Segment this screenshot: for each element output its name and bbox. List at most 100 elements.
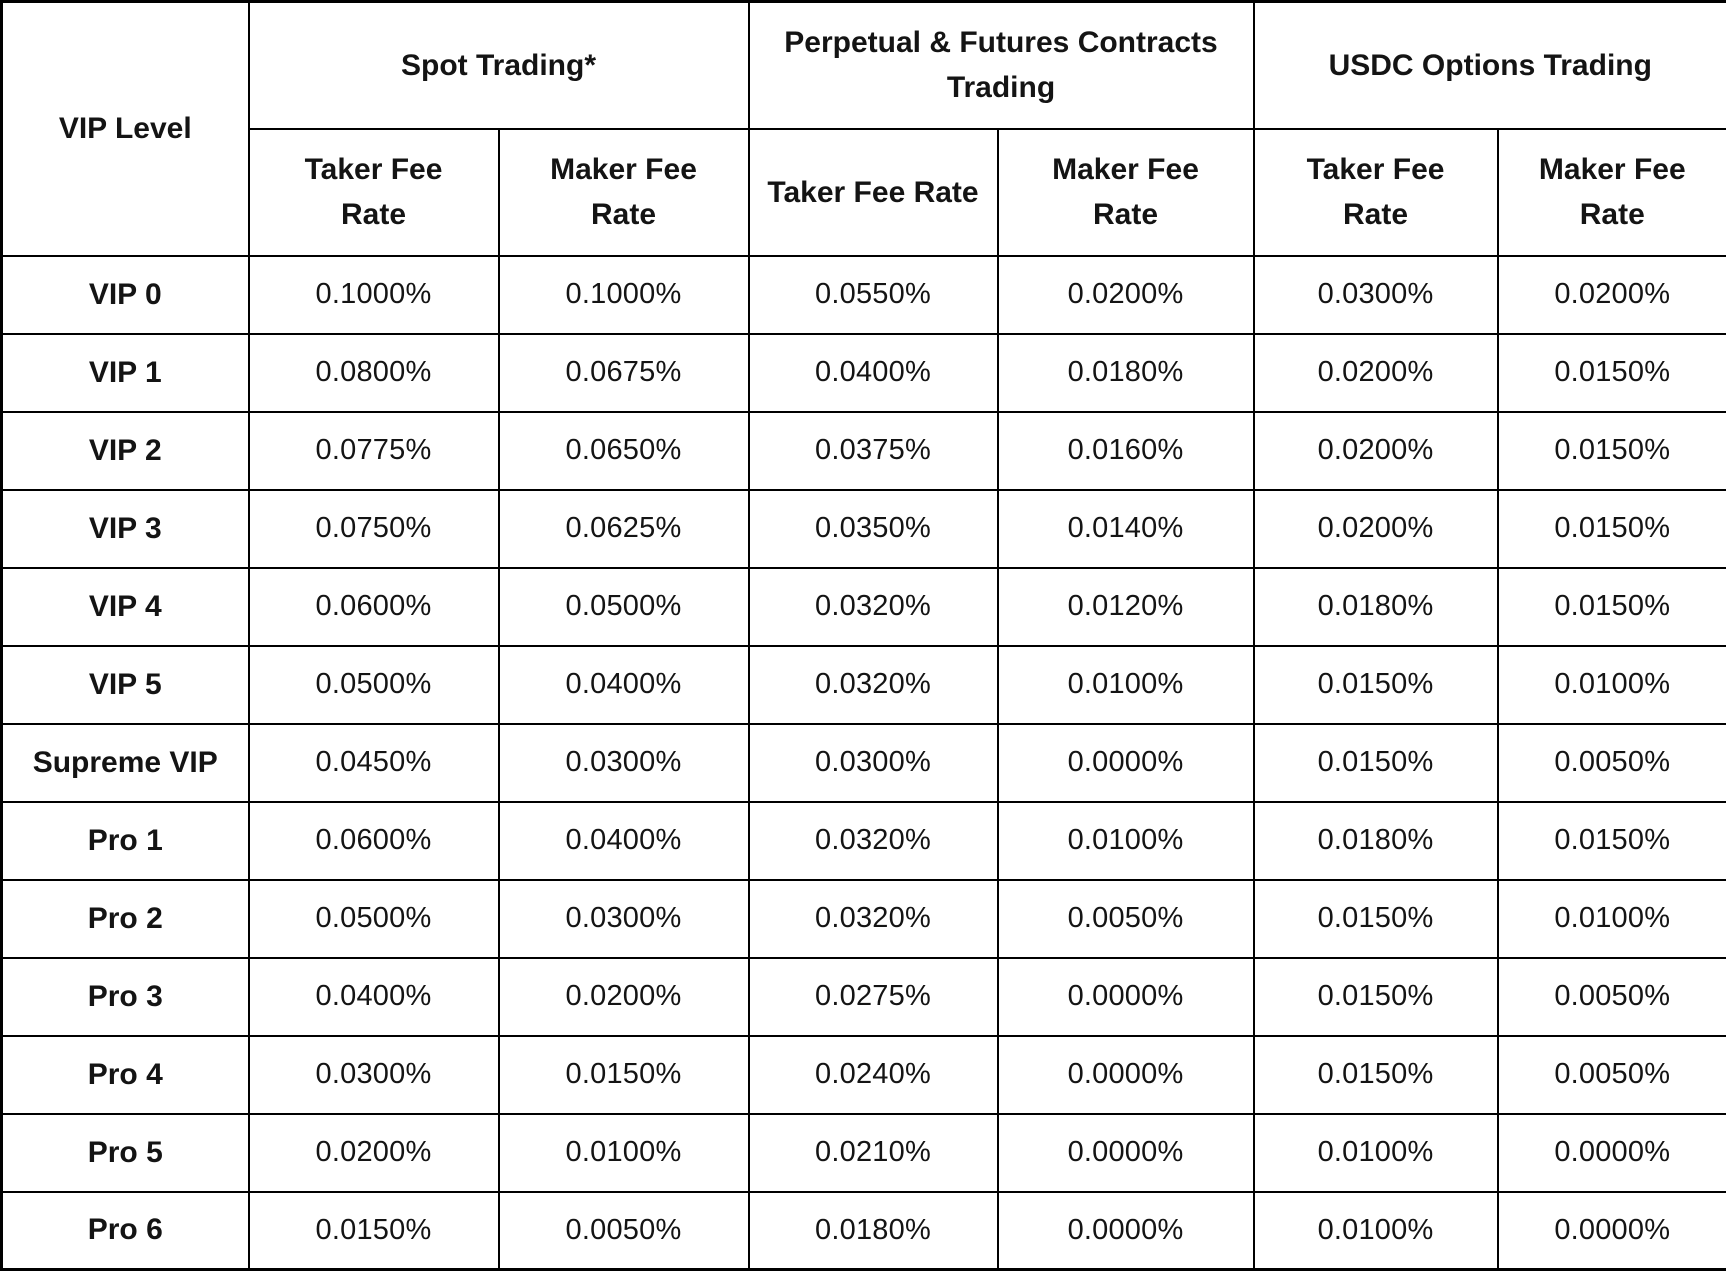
vip-level-cell: VIP 3 — [0, 488, 250, 569]
spot-taker-fee-header: Taker Fee Rate — [247, 127, 500, 257]
fee-rate-cell: 0.0100% — [996, 800, 1255, 881]
fee-rate-cell: 0.0500% — [247, 644, 500, 725]
fee-rate-cell: 0.0120% — [996, 566, 1255, 647]
fee-rate-cell: 0.0775% — [247, 410, 500, 491]
fee-rate-cell: 0.0000% — [996, 722, 1255, 803]
fee-rate-cell: 0.0000% — [996, 956, 1255, 1037]
table-row: Pro 3 0.0400% 0.0200% 0.0275% 0.0000% 0.0150%… — [0, 956, 1726, 1037]
fee-rate-cell: 0.0100% — [996, 644, 1255, 725]
vip-level-cell: Pro 6 — [0, 1190, 250, 1271]
fee-rate-cell: 0.0500% — [497, 566, 750, 647]
group-header-spot-trading: Spot Trading* — [247, 0, 750, 130]
fee-rate-cell: 0.0100% — [497, 1112, 750, 1193]
usdc-maker-fee-header: Maker Fee Rate — [1496, 127, 1726, 257]
fee-rate-cell: 0.0600% — [247, 800, 500, 881]
fee-rate-cell: 0.0160% — [996, 410, 1255, 491]
fee-rate-cell: 0.0150% — [247, 1190, 500, 1271]
fee-rate-cell: 0.0140% — [996, 488, 1255, 569]
fee-rate-cell: 0.0000% — [996, 1034, 1255, 1115]
group-header-row: VIP Level Spot Trading* Perpetual & Futu… — [0, 0, 1726, 257]
fee-rate-cell: 0.0200% — [247, 1112, 500, 1193]
fee-rate-cell: 0.0240% — [747, 1034, 999, 1115]
vip-level-column-header: VIP Level — [0, 0, 250, 257]
vip-level-cell: Pro 4 — [0, 1034, 250, 1115]
fee-rate-cell: 0.0150% — [1496, 410, 1726, 491]
table-row: VIP 3 0.0750% 0.0625% 0.0350% 0.0140% 0.0200%… — [0, 488, 1726, 569]
vip-level-cell: VIP 5 — [0, 644, 250, 725]
sub-header-row: Taker Fee Rate Maker Fee Rate Taker Fee … — [2, 127, 1726, 257]
fee-rate-cell: 0.0200% — [497, 956, 750, 1037]
fee-rate-cell: 0.1000% — [497, 254, 750, 335]
vip-level-cell: VIP 1 — [0, 332, 250, 413]
fee-rate-cell: 0.0050% — [1496, 722, 1726, 803]
vip-level-cell: Pro 3 — [0, 956, 250, 1037]
fee-rate-cell: 0.0675% — [497, 332, 750, 413]
fee-rate-cell: 0.0400% — [747, 332, 999, 413]
table-row: Pro 2 0.0500% 0.0300% 0.0320% 0.0050% 0.0150%… — [0, 878, 1726, 959]
fee-rate-cell: 0.0800% — [247, 332, 500, 413]
fee-rate-cell: 0.0150% — [1252, 722, 1499, 803]
group-header-perpetual-futures-trading: Perpetual & Futures Contracts Trading — [747, 0, 1255, 130]
table-row: Pro 5 0.0200% 0.0100% 0.0210% 0.0000% 0.0100%… — [0, 1112, 1726, 1193]
fee-rate-cell: 0.0150% — [1496, 332, 1726, 413]
fee-rate-cell: 0.0100% — [1496, 644, 1726, 725]
fee-rate-cell: 0.0300% — [497, 722, 750, 803]
fee-rate-cell: 0.0050% — [996, 878, 1255, 959]
fee-rate-cell: 0.0200% — [1252, 410, 1499, 491]
fee-rate-cell: 0.0625% — [497, 488, 750, 569]
vip-level-cell: VIP 2 — [0, 410, 250, 491]
fee-rate-cell: 0.0150% — [1252, 644, 1499, 725]
fee-rate-cell: 0.0650% — [497, 410, 750, 491]
fee-rate-cell: 0.0150% — [1496, 800, 1726, 881]
fee-rate-cell: 0.0050% — [497, 1190, 750, 1271]
table-row: Pro 4 0.0300% 0.0150% 0.0240% 0.0000% 0.0150%… — [0, 1034, 1726, 1115]
vip-level-cell: Pro 2 — [0, 878, 250, 959]
fee-rate-cell: 0.0400% — [497, 644, 750, 725]
fee-rate-cell: 0.0400% — [497, 800, 750, 881]
vip-level-cell: VIP 4 — [0, 566, 250, 647]
fee-rate-cell: 0.0000% — [1496, 1190, 1726, 1271]
table-row: VIP 1 0.0800% 0.0675% 0.0400% 0.0180% 0.0200%… — [0, 332, 1726, 413]
fee-rate-cell: 0.0000% — [996, 1112, 1255, 1193]
fee-rate-cell: 0.0200% — [1252, 332, 1499, 413]
fee-table-body: VIP 0 0.1000% 0.1000% 0.0550% 0.0200% 0.0300%… — [0, 254, 1726, 1271]
spot-maker-fee-header: Maker Fee Rate — [497, 127, 750, 257]
fee-rate-cell: 0.0320% — [747, 644, 999, 725]
table-row: Supreme VIP 0.0450% 0.0300% 0.0300% 0.0000% 0… — [0, 722, 1726, 803]
fee-rate-cell: 0.0320% — [747, 878, 999, 959]
table-row: VIP 4 0.0600% 0.0500% 0.0320% 0.0120% 0.0180%… — [0, 566, 1726, 647]
fee-rate-cell: 0.0750% — [247, 488, 500, 569]
fee-rate-cell: 0.0275% — [747, 956, 999, 1037]
fee-rate-cell: 0.0200% — [996, 254, 1255, 335]
vip-level-cell: Pro 1 — [0, 800, 250, 881]
fee-rate-cell: 0.0050% — [1496, 956, 1726, 1037]
vip-level-cell: VIP 0 — [0, 254, 250, 335]
vip-level-cell: Supreme VIP — [0, 722, 250, 803]
table-row: Pro 6 0.0150% 0.0050% 0.0180% 0.0000% 0.0100%… — [0, 1190, 1726, 1271]
perpetual-taker-fee-header: Taker Fee Rate — [747, 127, 999, 257]
table-row: VIP 0 0.1000% 0.1000% 0.0550% 0.0200% 0.0300%… — [0, 254, 1726, 335]
fee-rate-cell: 0.0210% — [747, 1112, 999, 1193]
fee-rate-cell: 0.0100% — [1252, 1112, 1499, 1193]
fee-rate-cell: 0.0320% — [747, 800, 999, 881]
fee-rate-cell: 0.0400% — [247, 956, 500, 1037]
fee-rate-cell: 0.0050% — [1496, 1034, 1726, 1115]
table-row: VIP 2 0.0775% 0.0650% 0.0375% 0.0160% 0.0200%… — [0, 410, 1726, 491]
fee-rate-cell: 0.0000% — [1496, 1112, 1726, 1193]
fee-rate-cell: 0.0150% — [1252, 956, 1499, 1037]
fee-rate-cell: 0.0350% — [747, 488, 999, 569]
fee-rate-cell: 0.0150% — [1252, 878, 1499, 959]
fee-rate-cell: 0.0500% — [247, 878, 500, 959]
perpetual-maker-fee-header: Maker Fee Rate — [996, 127, 1255, 257]
fee-rate-cell: 0.0300% — [747, 722, 999, 803]
fee-rate-cell: 0.0180% — [996, 332, 1255, 413]
fee-rate-cell: 0.0450% — [247, 722, 500, 803]
usdc-taker-fee-header: Taker Fee Rate — [1252, 127, 1499, 257]
group-header-usdc-options-trading: USDC Options Trading — [1252, 0, 1726, 130]
table-row: Pro 1 0.0600% 0.0400% 0.0320% 0.0100% 0.0180%… — [0, 800, 1726, 881]
fee-rate-cell: 0.0300% — [497, 878, 750, 959]
fee-rate-cell: 0.0180% — [1252, 800, 1499, 881]
fee-rate-cell: 0.0550% — [747, 254, 999, 335]
fee-rate-cell: 0.0320% — [747, 566, 999, 647]
